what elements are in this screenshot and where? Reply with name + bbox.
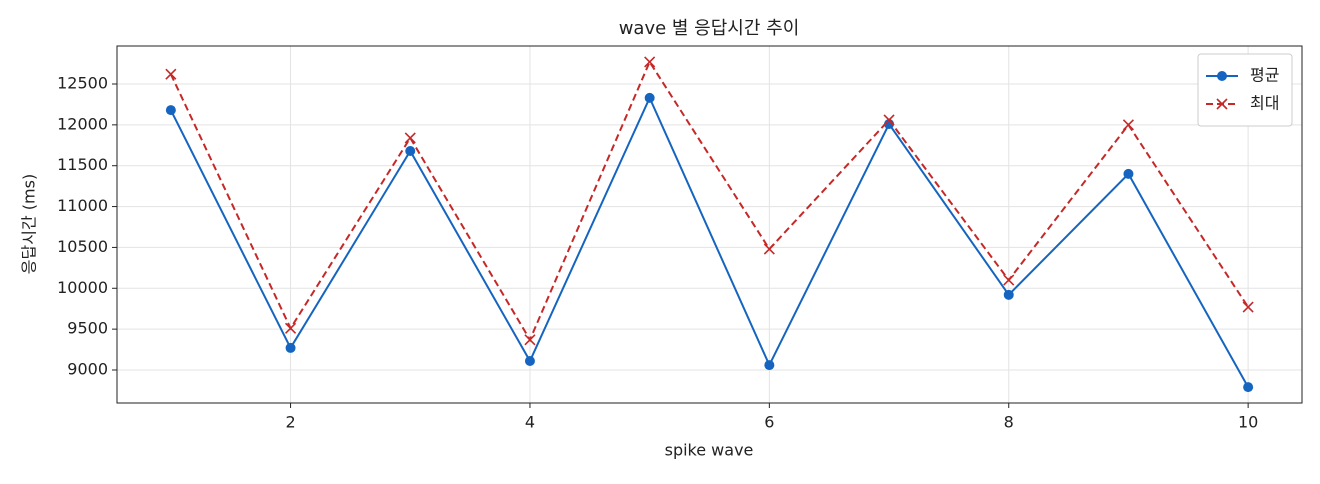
marker <box>644 56 656 68</box>
marker <box>524 356 535 366</box>
marker <box>763 243 775 255</box>
y-tick-label: 11000 <box>57 196 108 215</box>
x-axis-label: spike wave <box>665 441 754 460</box>
marker <box>883 114 895 126</box>
x-tick-label: 8 <box>1004 413 1014 432</box>
marker <box>1243 382 1254 393</box>
y-tick-label: 9500 <box>67 319 108 338</box>
y-tick-label: 12000 <box>57 114 108 133</box>
series-line <box>169 59 1249 342</box>
chart-title: wave 별 응답시간 추이 <box>619 18 800 39</box>
marker <box>1216 98 1228 110</box>
marker <box>405 146 416 156</box>
y-tick-label: 10000 <box>57 278 108 297</box>
marker <box>644 92 655 103</box>
marker <box>165 68 177 80</box>
series-line <box>169 95 1250 388</box>
marker <box>284 322 297 334</box>
y-tick-label: 12500 <box>57 73 108 92</box>
y-tick-label: 10500 <box>57 237 108 256</box>
y-tick-label: 11500 <box>57 155 108 174</box>
legend-label: 최대 <box>1250 94 1279 113</box>
marker <box>1123 168 1134 179</box>
marker <box>285 342 296 353</box>
x-tick-label: 4 <box>525 413 535 432</box>
marker <box>1003 289 1014 300</box>
legend-label: 평균 <box>1250 66 1279 85</box>
marker <box>1003 274 1015 286</box>
marker <box>524 334 536 346</box>
plot-frame <box>116 45 1303 404</box>
marker <box>1122 119 1135 131</box>
x-tick-label: 10 <box>1238 413 1258 432</box>
y-axis-label: 응답시간 (ms) <box>20 174 39 274</box>
marker <box>1242 301 1254 313</box>
y-tick-label: 9000 <box>67 359 108 378</box>
x-tick-label: 6 <box>764 413 774 432</box>
marker <box>404 132 416 144</box>
x-tick-label: 2 <box>285 413 295 432</box>
marker <box>764 360 775 371</box>
marker <box>165 105 176 116</box>
marker <box>1217 71 1227 81</box>
